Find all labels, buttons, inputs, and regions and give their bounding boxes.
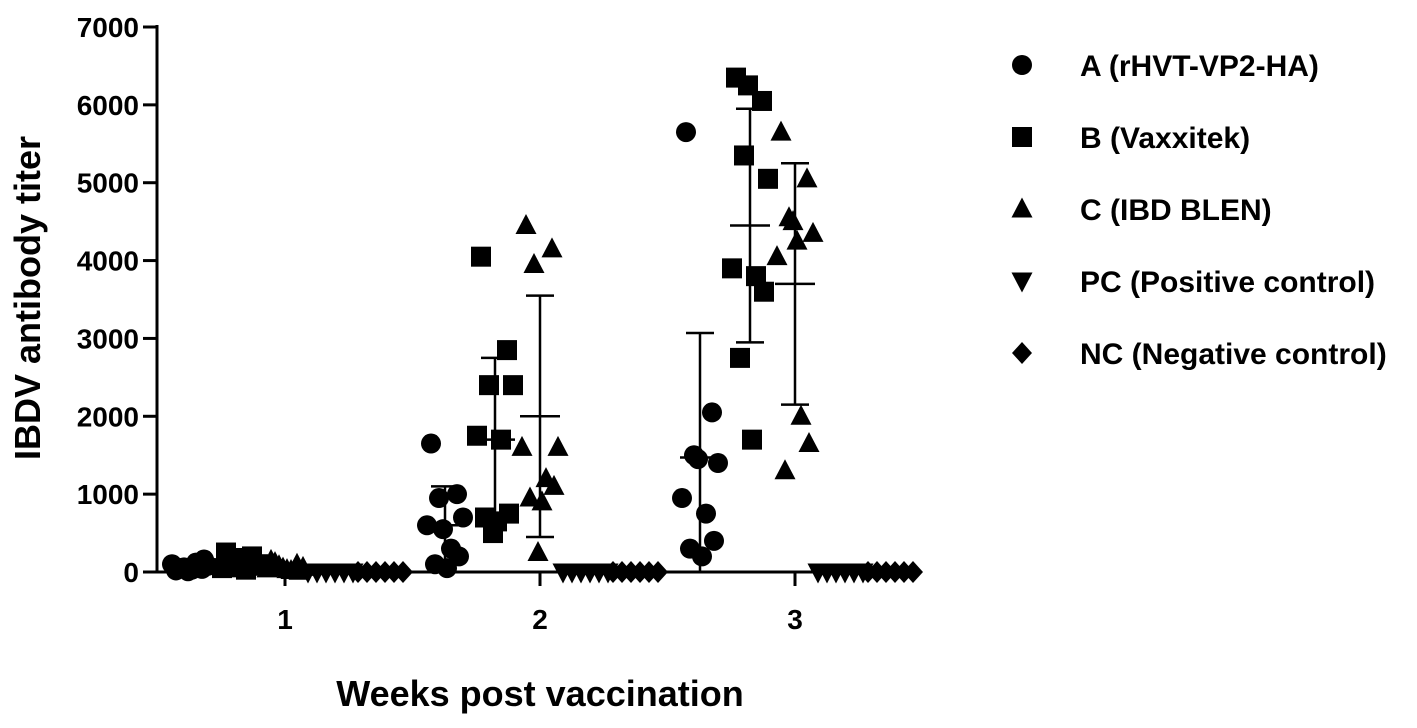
data-point: [272, 556, 294, 577]
data-point: [752, 90, 772, 111]
data-point: [515, 214, 537, 235]
data-point: [782, 210, 804, 231]
data-point: [447, 484, 467, 505]
data-point: [758, 168, 778, 189]
data-point: [417, 515, 437, 536]
data-point: [178, 561, 198, 582]
data-point: [437, 558, 457, 579]
data-point: [786, 229, 808, 250]
data-point: [547, 435, 569, 456]
data-point: [722, 258, 742, 279]
x-tick-label: 1: [277, 604, 293, 635]
data-point: [738, 75, 758, 96]
legend-marker: [1012, 127, 1032, 147]
y-ticks: 0 1000 2000 3000 4000 5000 6000 7000: [77, 12, 157, 588]
y-tick-label: 1000: [77, 479, 139, 510]
y-tick-label: 6000: [77, 90, 139, 121]
y-axis-title: IBDV antibody titer: [7, 136, 48, 460]
data-point: [433, 519, 453, 540]
data-point: [479, 375, 499, 396]
data-point: [543, 474, 565, 495]
axes: [155, 25, 918, 574]
y-tick-label: 0: [123, 557, 139, 588]
data-point: [471, 246, 491, 267]
legend-label: C (IBD BLEN): [1080, 194, 1272, 227]
data-point: [527, 541, 549, 562]
data-point: [491, 429, 511, 450]
x-tick-label: 3: [787, 604, 803, 635]
data-point: [688, 449, 708, 470]
data-point: [766, 245, 788, 266]
data-point: [730, 347, 750, 368]
data-point: [648, 561, 668, 583]
data-point: [774, 459, 796, 480]
data-point: [511, 435, 533, 456]
x-axis-title: Weeks post vaccination: [336, 673, 743, 714]
data-point: [790, 404, 812, 425]
error-bars: [170, 107, 815, 572]
data-point: [429, 488, 449, 509]
data-point: [541, 237, 563, 258]
data-point: [672, 488, 692, 509]
legend-marker: [1011, 272, 1033, 293]
data-point: [746, 266, 766, 287]
data-point: [696, 503, 716, 524]
data-point: [704, 530, 724, 551]
x-ticks: 1 2 3: [277, 572, 803, 635]
data-point: [692, 546, 712, 567]
y-tick-label: 3000: [77, 323, 139, 354]
y-tick-label: 4000: [77, 246, 139, 277]
y-tick-label: 2000: [77, 401, 139, 432]
data-point: [519, 486, 541, 507]
data-point: [467, 425, 487, 446]
data-point: [903, 561, 923, 583]
legend-marker: [1012, 55, 1032, 75]
data-point: [708, 453, 728, 473]
legend-marker: [1012, 342, 1032, 364]
legend-marker: [1011, 197, 1033, 218]
data-point: [702, 402, 722, 423]
data-point: [798, 432, 820, 453]
y-tick-label: 5000: [77, 168, 139, 199]
data-point: [676, 122, 696, 143]
data-point: [734, 145, 754, 166]
legend-label: A (rHVT-VP2-HA): [1080, 50, 1319, 83]
data-point: [796, 167, 818, 188]
legend-label: B (Vaxxitek): [1080, 122, 1250, 155]
x-tick-label: 2: [532, 604, 548, 635]
data-point: [531, 490, 553, 511]
data-point: [453, 507, 473, 528]
data-point: [393, 561, 413, 583]
data-point: [754, 281, 774, 302]
y-tick-label: 7000: [77, 12, 139, 43]
data-point: [742, 429, 762, 450]
data-point: [503, 375, 523, 396]
data-point: [483, 523, 503, 544]
data-point: [228, 557, 248, 578]
data-point: [770, 120, 792, 141]
legend-label: NC (Negative control): [1080, 338, 1387, 371]
legend-label: PC (Positive control): [1080, 266, 1375, 299]
data-point: [802, 221, 824, 242]
legend: A (rHVT-VP2-HA) B (Vaxxitek) C (IBD BLEN) P…: [1011, 50, 1387, 371]
data-point: [421, 433, 441, 454]
data-point: [523, 252, 545, 273]
data-points: [162, 67, 923, 584]
data-point: [497, 340, 517, 361]
